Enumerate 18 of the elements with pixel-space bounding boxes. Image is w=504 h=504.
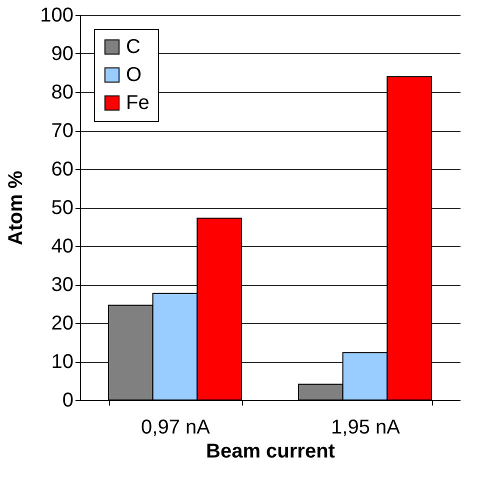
legend-label: Fe [126,92,150,114]
legend-label: C [126,36,140,58]
x-axis-title: Beam current [206,440,336,462]
y-tick-label: 70 [51,120,74,142]
y-tick-label: 50 [51,197,74,219]
y-tick-label: 20 [51,312,74,334]
y-tick-label: 0 [62,390,74,412]
legend-label: O [126,64,142,86]
y-tick-label: 90 [51,43,74,65]
x-tick-label: 1,95 nA [331,416,401,438]
x-tick-label: 0,97 nA [141,416,211,438]
y-tick-label: 100 [40,4,74,26]
y-tick-label: 40 [51,236,74,258]
y-tick-label: 80 [51,82,74,104]
y-tick-label: 30 [51,274,74,296]
y-tick-label: 60 [51,158,74,180]
y-axis-title: Atom % [5,170,28,246]
y-tick-label: 10 [51,351,74,373]
